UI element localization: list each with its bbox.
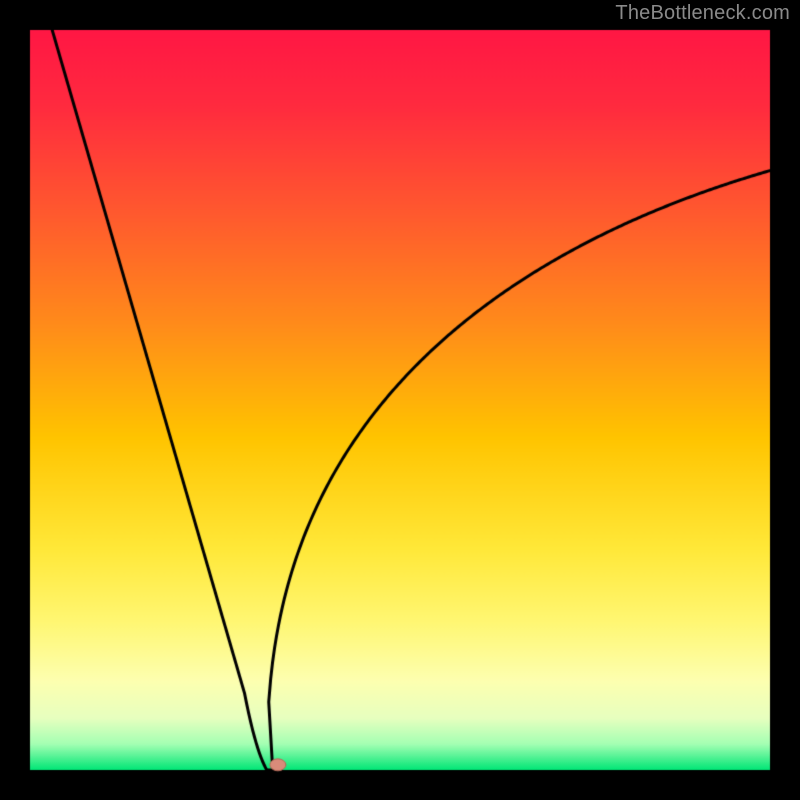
watermark-text: TheBottleneck.com <box>615 2 790 25</box>
bottleneck-chart-canvas <box>0 0 800 800</box>
chart-container: TheBottleneck.com <box>0 0 800 800</box>
